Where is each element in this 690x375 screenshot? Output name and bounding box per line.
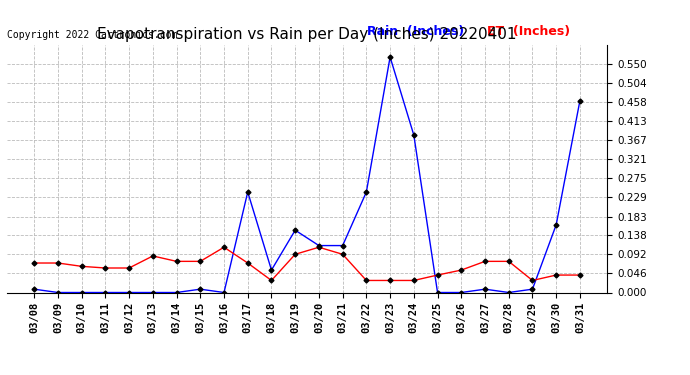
Text: ET  (Inches): ET (Inches): [487, 25, 570, 38]
Title: Evapotranspiration vs Rain per Day (Inches) 20220401: Evapotranspiration vs Rain per Day (Inch…: [97, 27, 517, 42]
Text: Copyright 2022 Cartronics.com: Copyright 2022 Cartronics.com: [7, 30, 177, 40]
Text: Rain  (Inches): Rain (Inches): [367, 25, 464, 38]
